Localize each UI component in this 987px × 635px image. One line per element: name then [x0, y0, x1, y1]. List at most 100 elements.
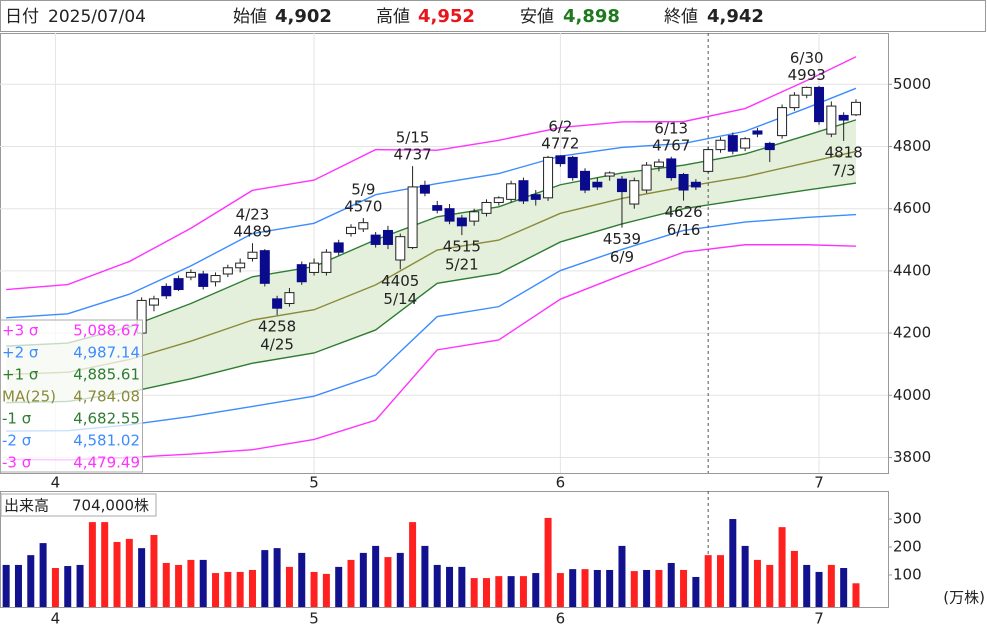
volume-bar — [630, 571, 638, 607]
candle-body — [715, 139, 726, 151]
volume-label-box — [0, 493, 157, 517]
volume-bar — [285, 566, 293, 607]
volume-bar — [322, 573, 330, 607]
volume-bar — [840, 568, 848, 607]
volume-bar — [384, 557, 392, 607]
volume-bar — [716, 555, 724, 607]
close-label: 終値 — [664, 7, 698, 27]
high-label: 高値 — [376, 7, 410, 27]
candle-body — [259, 250, 270, 284]
volume-bar — [51, 568, 59, 607]
annotation-value: 4626 — [664, 203, 702, 221]
candle-body — [826, 105, 837, 135]
candle-body — [382, 229, 393, 245]
volume-bar — [778, 527, 786, 607]
legend-label: -2 σ — [2, 432, 32, 450]
annotation-value: 4539 — [603, 230, 641, 248]
candle-body — [580, 170, 591, 191]
candle-body — [506, 183, 517, 200]
volume-bar — [766, 564, 774, 607]
candle-body — [789, 94, 800, 109]
volume-bar — [618, 545, 626, 607]
candle-body — [555, 155, 566, 165]
candle-body — [740, 138, 751, 149]
volume-bar — [482, 578, 490, 607]
volume-bar — [175, 564, 183, 607]
x-tick-label: 5 — [309, 610, 319, 628]
annotation-date: 5/14 — [383, 290, 417, 308]
volume-bar — [347, 559, 355, 607]
annotation-date: 6/9 — [610, 248, 634, 266]
volume-bar — [741, 545, 749, 607]
candle-body — [456, 217, 467, 227]
band-line — [6, 182, 857, 404]
y-tick-label: 4000 — [893, 386, 931, 404]
volume-bar — [236, 571, 244, 607]
x-tick-label: 4 — [51, 610, 61, 628]
annotation-date: 4/25 — [260, 336, 294, 354]
candle-body — [469, 211, 480, 222]
volume-subtitle: 704,000株 — [72, 497, 149, 515]
annotation-value: 4993 — [788, 66, 826, 84]
legend-label: -1 σ — [2, 410, 32, 428]
candle-body — [592, 181, 603, 188]
volume-bar — [495, 576, 503, 607]
volume-bar — [458, 566, 466, 607]
candle-body — [395, 236, 406, 261]
volume-bar — [569, 569, 577, 607]
volume-bar — [261, 550, 269, 607]
volume-bar — [248, 569, 256, 607]
legend-value: 4,682.55 — [73, 410, 140, 428]
candle-body — [148, 298, 159, 306]
band-line — [6, 56, 857, 291]
volume-bar — [556, 573, 564, 607]
volume-bar — [729, 519, 737, 607]
candle-body — [814, 86, 825, 123]
volume-bar — [507, 576, 515, 607]
volume-bar — [753, 559, 761, 607]
volume-bar — [150, 534, 158, 607]
volume-bar — [692, 576, 700, 607]
volume-bar — [162, 562, 170, 607]
candle-body — [247, 251, 258, 259]
candle-body — [616, 178, 627, 193]
volume-bar — [680, 569, 688, 607]
legend-label: +3 σ — [2, 322, 39, 340]
candle-body — [801, 86, 812, 96]
volume-bar — [125, 538, 133, 607]
volume-bar — [643, 569, 651, 607]
annotation-date: 6/2 — [548, 118, 572, 136]
candle-body — [629, 180, 640, 205]
volume-bar — [803, 564, 811, 607]
volume-bar — [359, 552, 367, 607]
x-tick-label: 5 — [309, 474, 319, 492]
volume-bar — [593, 569, 601, 607]
volume-bar — [138, 548, 146, 607]
header-box — [0, 0, 986, 32]
candle-body — [543, 156, 554, 199]
candle-body — [346, 226, 357, 235]
volume-bar — [212, 573, 220, 607]
candle-body — [185, 271, 196, 278]
volume-bar — [852, 583, 860, 607]
y-tick-label: 4800 — [893, 137, 931, 155]
candle-body — [235, 262, 246, 269]
candle-body — [296, 264, 307, 283]
volume-bar — [224, 571, 232, 607]
y-tick-label: 4400 — [893, 261, 931, 279]
candle-body — [272, 298, 283, 309]
volume-bar — [27, 555, 35, 607]
volume-bar — [790, 550, 798, 607]
x-tick-label: 4 — [51, 474, 61, 492]
volume-bar — [273, 548, 281, 607]
legend-value: 4,885.61 — [73, 366, 140, 384]
candle-body — [173, 278, 184, 291]
candle-body — [764, 142, 775, 151]
legend-label: MA(25) — [2, 388, 56, 406]
volume-title: 出来高 — [4, 497, 49, 515]
y-tick-label: 200 — [893, 538, 922, 556]
annotation-date: 6/16 — [667, 221, 701, 239]
candle-body — [333, 242, 344, 253]
